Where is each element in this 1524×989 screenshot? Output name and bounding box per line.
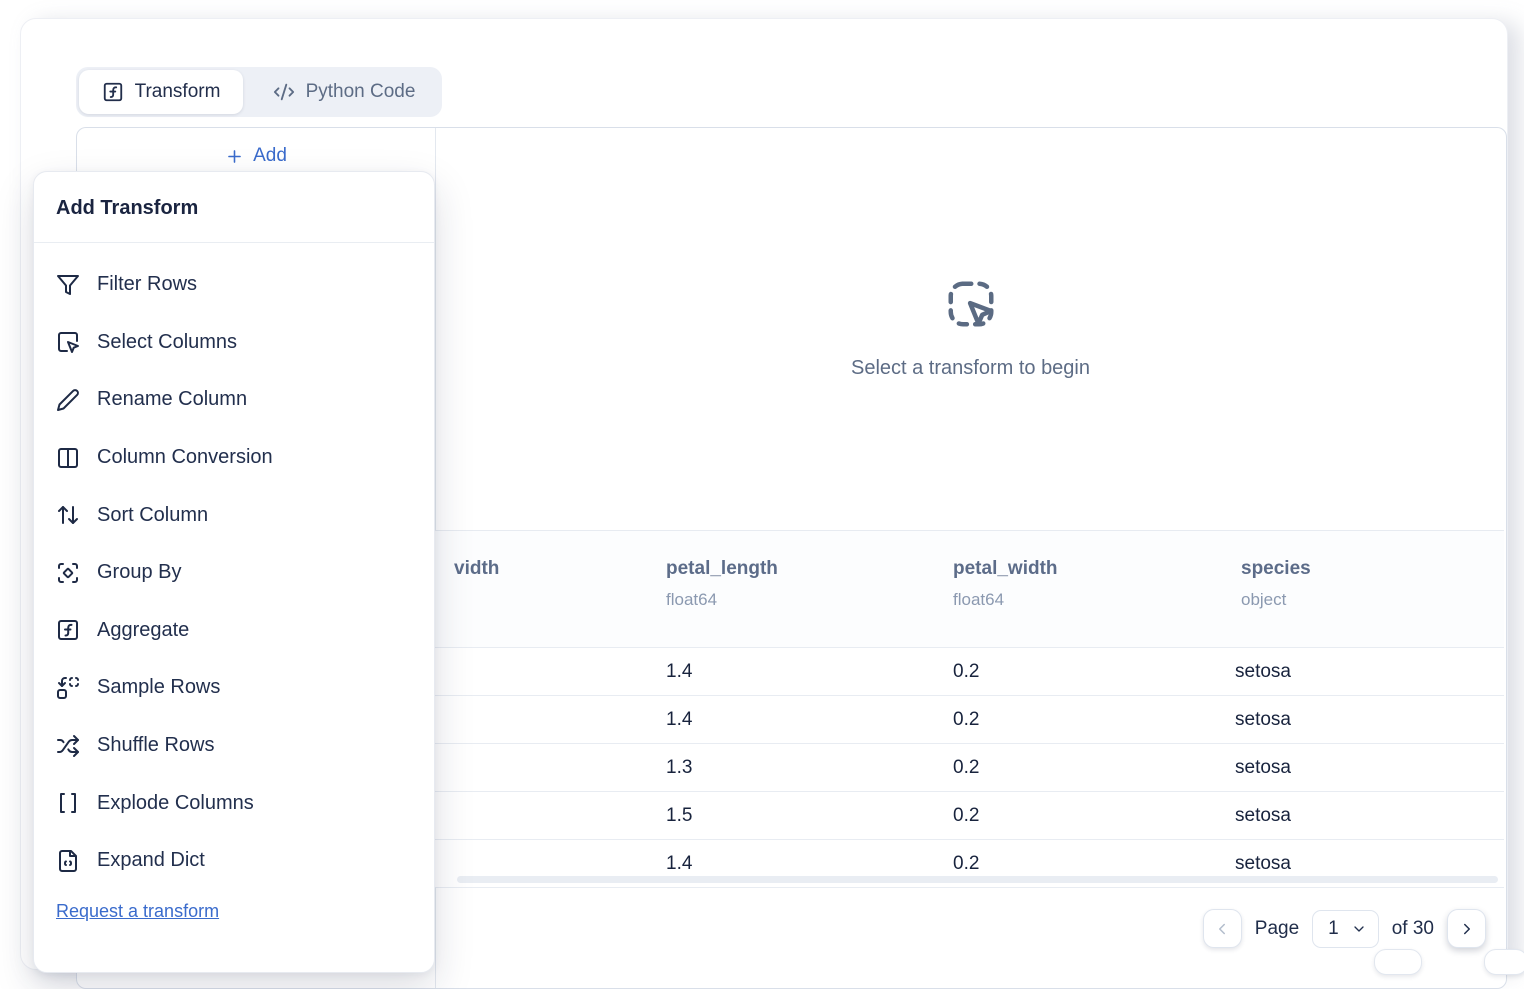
menu-item-label: Explode Columns <box>97 791 254 814</box>
table-cell: 0.2 <box>953 853 980 874</box>
shuffle-rows-icon <box>56 734 80 758</box>
tab-transform-label: Transform <box>134 81 221 102</box>
table-cell: setosa <box>1235 661 1291 682</box>
chevron-right-icon <box>1458 920 1476 938</box>
menu-item-shuffle-rows[interactable]: Shuffle Rows <box>34 717 434 775</box>
current-page-value: 1 <box>1328 917 1339 939</box>
column-dtype: float64 <box>953 590 1005 609</box>
empty-state: Select a transform to begin <box>436 128 1505 528</box>
column-header-species: species object <box>1241 558 1311 610</box>
menu-item-label: Column Conversion <box>97 446 273 469</box>
tab-python-code[interactable]: Python Code <box>246 67 442 117</box>
column-name: petal_length <box>666 558 778 579</box>
add-button-label: Add <box>253 145 287 166</box>
column-conversion-icon <box>56 446 80 470</box>
menu-item-label: Sort Column <box>97 503 209 526</box>
table-cell: 1.4 <box>666 661 693 682</box>
menu-item-list: Filter Rows Select Columns Rename Column Co… <box>34 243 434 890</box>
menu-item-column-conversion[interactable]: Column Conversion <box>34 429 434 487</box>
chevron-left-icon <box>1213 920 1231 938</box>
table-cell: setosa <box>1235 853 1291 874</box>
column-name: vidth <box>454 558 500 579</box>
table-cell: 0.2 <box>953 757 980 778</box>
menu-item-label: Sample Rows <box>97 676 221 699</box>
menu-divider <box>34 242 434 243</box>
page-label: Page <box>1254 917 1300 939</box>
column-header-petal-width: petal_width float64 <box>953 558 1058 610</box>
menu-item-sample-rows[interactable]: Sample Rows <box>34 659 434 717</box>
menu-item-rename-column[interactable]: Rename Column <box>34 371 434 429</box>
tab-transform[interactable]: Transform <box>79 70 243 114</box>
chevron-down-icon <box>1351 921 1367 937</box>
group-by-icon <box>56 561 80 585</box>
explode-columns-icon <box>56 791 80 815</box>
column-header-vidth: vidth <box>454 558 499 580</box>
cutoff-button-right[interactable] <box>1484 949 1524 975</box>
menu-item-select-columns[interactable]: Select Columns <box>34 314 434 372</box>
menu-item-label: Group By <box>97 561 182 584</box>
add-transform-menu: Add Transform Filter Rows Select Columns R… <box>33 171 435 973</box>
aggregate-icon <box>56 618 80 642</box>
menu-item-aggregate[interactable]: Aggregate <box>34 602 434 660</box>
menu-item-expand-dict[interactable]: Expand Dict <box>34 832 434 890</box>
previous-page-button[interactable] <box>1202 909 1242 948</box>
rename-column-icon <box>56 388 80 412</box>
table-cell: 1.3 <box>666 757 693 778</box>
total-pages-label: of 30 <box>1391 917 1434 939</box>
table-cell: setosa <box>1235 709 1291 730</box>
table-cell: setosa <box>1235 757 1291 778</box>
pagination: Page 1 of 30 <box>1202 909 1486 948</box>
column-dtype: float64 <box>666 590 718 609</box>
filter-icon <box>56 273 80 297</box>
table-cell: 1.4 <box>666 709 693 730</box>
column-dtype: object <box>1241 590 1287 609</box>
select-cursor-icon <box>944 277 998 331</box>
menu-item-label: Expand Dict <box>97 849 205 872</box>
expand-dict-icon <box>56 849 80 873</box>
page-number-select[interactable]: 1 <box>1312 909 1379 948</box>
menu-item-label: Select Columns <box>97 330 238 353</box>
table-cell: 0.2 <box>953 661 980 682</box>
menu-item-filter-rows[interactable]: Filter Rows <box>34 256 434 314</box>
request-transform-link[interactable]: Request a transform <box>56 900 220 921</box>
tab-python-code-label: Python Code <box>305 81 416 102</box>
next-page-button[interactable] <box>1447 909 1486 948</box>
table-cell: 1.5 <box>666 805 693 826</box>
function-square-icon <box>102 81 124 103</box>
table-cell: 0.2 <box>953 805 980 826</box>
column-header-petal-length: petal_length float64 <box>666 558 778 610</box>
menu-item-sort-column[interactable]: Sort Column <box>34 486 434 544</box>
column-name: petal_width <box>953 558 1058 579</box>
plus-icon <box>225 147 244 166</box>
menu-title: Add Transform <box>56 197 199 219</box>
select-columns-icon <box>56 330 80 354</box>
column-name: species <box>1241 558 1311 579</box>
code-icon <box>273 81 295 103</box>
tab-bar: Transform Python Code <box>76 67 442 117</box>
horizontal-scrollbar[interactable] <box>457 876 1498 883</box>
table-cell: setosa <box>1235 805 1291 826</box>
menu-item-label: Filter Rows <box>97 273 198 296</box>
menu-item-group-by[interactable]: Group By <box>34 544 434 602</box>
table-cell: 1.4 <box>666 853 693 874</box>
sample-rows-icon <box>56 676 80 700</box>
sort-column-icon <box>56 503 80 527</box>
empty-state-message: Select a transform to begin <box>850 356 1090 379</box>
menu-item-label: Rename Column <box>97 388 248 411</box>
menu-item-label: Shuffle Rows <box>97 734 215 757</box>
table-cell: 0.2 <box>953 709 980 730</box>
menu-item-label: Aggregate <box>97 618 190 641</box>
menu-item-explode-columns[interactable]: Explode Columns <box>34 774 434 832</box>
cutoff-button-left[interactable] <box>1374 949 1422 975</box>
